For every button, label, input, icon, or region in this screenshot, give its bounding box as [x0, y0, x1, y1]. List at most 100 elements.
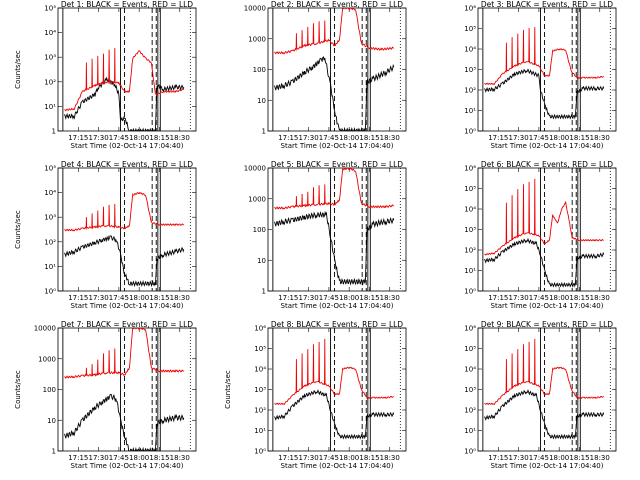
events-series-line — [64, 235, 185, 288]
y-tick-label: 100 — [253, 66, 266, 74]
plot-frame — [267, 327, 407, 452]
y-tick-label: 10² — [254, 407, 266, 415]
y-tick-label: 10² — [464, 407, 476, 415]
x-tick-label: 18:00 — [549, 454, 569, 462]
y-tick-label: 10² — [44, 78, 56, 86]
plot-frame — [57, 7, 197, 132]
y-tick-label: 10⁰ — [464, 128, 476, 136]
y-tick-label: 100 — [253, 226, 266, 234]
y-tick-label: 10 — [47, 417, 56, 425]
x-tick-label: 18:15 — [569, 134, 589, 142]
x-tick-label: 17:45 — [529, 134, 549, 142]
x-axis-label: Start Time (02-Oct-14 17:04:40) — [491, 462, 604, 470]
x-tick-label: 18:00 — [549, 134, 569, 142]
x-tick-label: 17:15 — [68, 454, 88, 462]
plot-frame — [267, 7, 407, 132]
x-tick-label: 17:45 — [529, 454, 549, 462]
lld-series-line — [64, 48, 185, 112]
panel-det-2: Det 2: BLACK = Events, RED = LLD 1 10 100 10… — [244, 0, 407, 150]
x-tick-label: 18:15 — [149, 454, 169, 462]
y-tick-label: 1000 — [248, 35, 266, 43]
panel-title: Det 8: BLACK = Events, RED = LLD — [271, 320, 403, 329]
x-tick-label: 17:15 — [68, 294, 88, 302]
x-tick-label: 18:15 — [149, 134, 169, 142]
x-tick-label: 18:15 — [569, 454, 589, 462]
y-tick-label: 10¹ — [44, 103, 56, 111]
panel-title: Det 1: BLACK = Events, RED = LLD — [61, 0, 193, 9]
x-axis-label: Start Time (02-Oct-14 17:04:40) — [491, 142, 604, 150]
lld-series-line — [484, 338, 604, 406]
x-tick-label: 17:45 — [109, 294, 129, 302]
x-tick-label: 18:15 — [359, 134, 379, 142]
x-tick-label: 18:30 — [380, 134, 400, 142]
x-tick-label: 17:30 — [88, 294, 108, 302]
events-series-line — [484, 389, 605, 440]
x-tick-label: 17:45 — [109, 134, 129, 142]
x-tick-label: 17:45 — [319, 454, 339, 462]
y-tick-label: 10⁴ — [464, 206, 476, 214]
panel-det-9: Det 9: BLACK = Events, RED = LLD 10⁰ 10¹ 10… — [464, 320, 617, 470]
panel-det-8: Det 8: BLACK = Events, RED = LLD 10⁰ 10¹ 10… — [224, 320, 407, 470]
y-tick-label: 10000 — [244, 5, 266, 13]
y-tick-label: 10² — [464, 87, 476, 95]
x-tick-label: 18:15 — [149, 294, 169, 302]
y-tick-label: 10¹ — [44, 263, 56, 271]
x-tick-label: 17:30 — [88, 454, 108, 462]
y-tick-label: 10¹ — [464, 107, 476, 115]
y-tick-label: 10⁴ — [464, 46, 476, 54]
y-tick-label: 10 — [257, 97, 266, 105]
x-tick-label: 18:30 — [590, 454, 610, 462]
lld-series-line — [274, 338, 394, 406]
x-tick-label: 18:00 — [549, 294, 569, 302]
y-tick-label: 10¹ — [464, 427, 476, 435]
x-tick-label: 18:30 — [590, 134, 610, 142]
panel-title: Det 7: BLACK = Events, RED = LLD — [61, 320, 193, 329]
x-tick-label: 17:45 — [319, 294, 339, 302]
y-tick-label: 10⁵ — [44, 165, 56, 173]
y-tick-label: 10³ — [44, 214, 56, 222]
events-series-line — [484, 68, 605, 120]
y-tick-label: 10³ — [44, 54, 56, 62]
x-tick-label: 18:30 — [170, 294, 190, 302]
x-tick-label: 18:30 — [170, 454, 190, 462]
y-tick-label: 10⁴ — [464, 366, 476, 374]
events-series-line — [274, 56, 395, 131]
plot-frame — [477, 167, 617, 292]
panel-title: Det 4: BLACK = Events, RED = LLD — [61, 160, 193, 169]
y-tick-label: 10000 — [244, 165, 266, 173]
panel-det-7: Det 7: BLACK = Events, RED = LLD 1 10 100 10… — [14, 320, 197, 470]
y-tick-label: 10¹ — [464, 267, 476, 275]
panel-det-3: Det 3: BLACK = Events, RED = LLD 10⁰ 10¹ 10… — [464, 0, 617, 150]
x-tick-label: 17:30 — [508, 294, 528, 302]
y-tick-label: 1 — [52, 128, 56, 136]
y-tick-label: 10¹ — [254, 427, 266, 435]
y-tick-label: 10⁰ — [44, 288, 56, 296]
x-tick-label: 18:15 — [359, 294, 379, 302]
x-tick-label: 18:00 — [339, 134, 359, 142]
y-tick-label: 10⁰ — [464, 448, 476, 456]
x-tick-label: 17:15 — [278, 134, 298, 142]
y-axis-label: Counts/sec — [224, 370, 232, 409]
x-tick-label: 18:00 — [129, 134, 149, 142]
panel-det-5: Det 5: BLACK = Events, RED = LLD 1 10 100 10… — [244, 160, 407, 310]
panel-det-1: Det 1: BLACK = Events, RED = LLD 1 10¹ 10² 1… — [14, 0, 197, 150]
events-series-line — [64, 76, 185, 131]
x-axis-label: Start Time (02-Oct-14 17:04:40) — [71, 142, 184, 150]
x-axis-label: Start Time (02-Oct-14 17:04:40) — [281, 462, 394, 470]
y-axis-label: Counts/sec — [14, 210, 22, 249]
x-tick-label: 17:30 — [298, 294, 318, 302]
y-tick-label: 10⁶ — [464, 165, 476, 173]
x-tick-label: 17:15 — [488, 454, 508, 462]
y-tick-label: 10⁰ — [254, 448, 266, 456]
x-tick-label: 18:30 — [380, 454, 400, 462]
y-axis-label: Counts/sec — [14, 370, 22, 409]
x-axis-label: Start Time (02-Oct-14 17:04:40) — [491, 302, 604, 310]
lld-series-line — [274, 168, 395, 210]
x-axis-label: Start Time (02-Oct-14 17:04:40) — [71, 302, 184, 310]
y-tick-label: 10³ — [464, 226, 476, 234]
plot-frame — [57, 327, 197, 452]
panel-title: Det 5: BLACK = Events, RED = LLD — [271, 160, 403, 169]
y-tick-label: 10⁴ — [44, 29, 56, 37]
y-tick-label: 10⁶ — [464, 5, 476, 13]
